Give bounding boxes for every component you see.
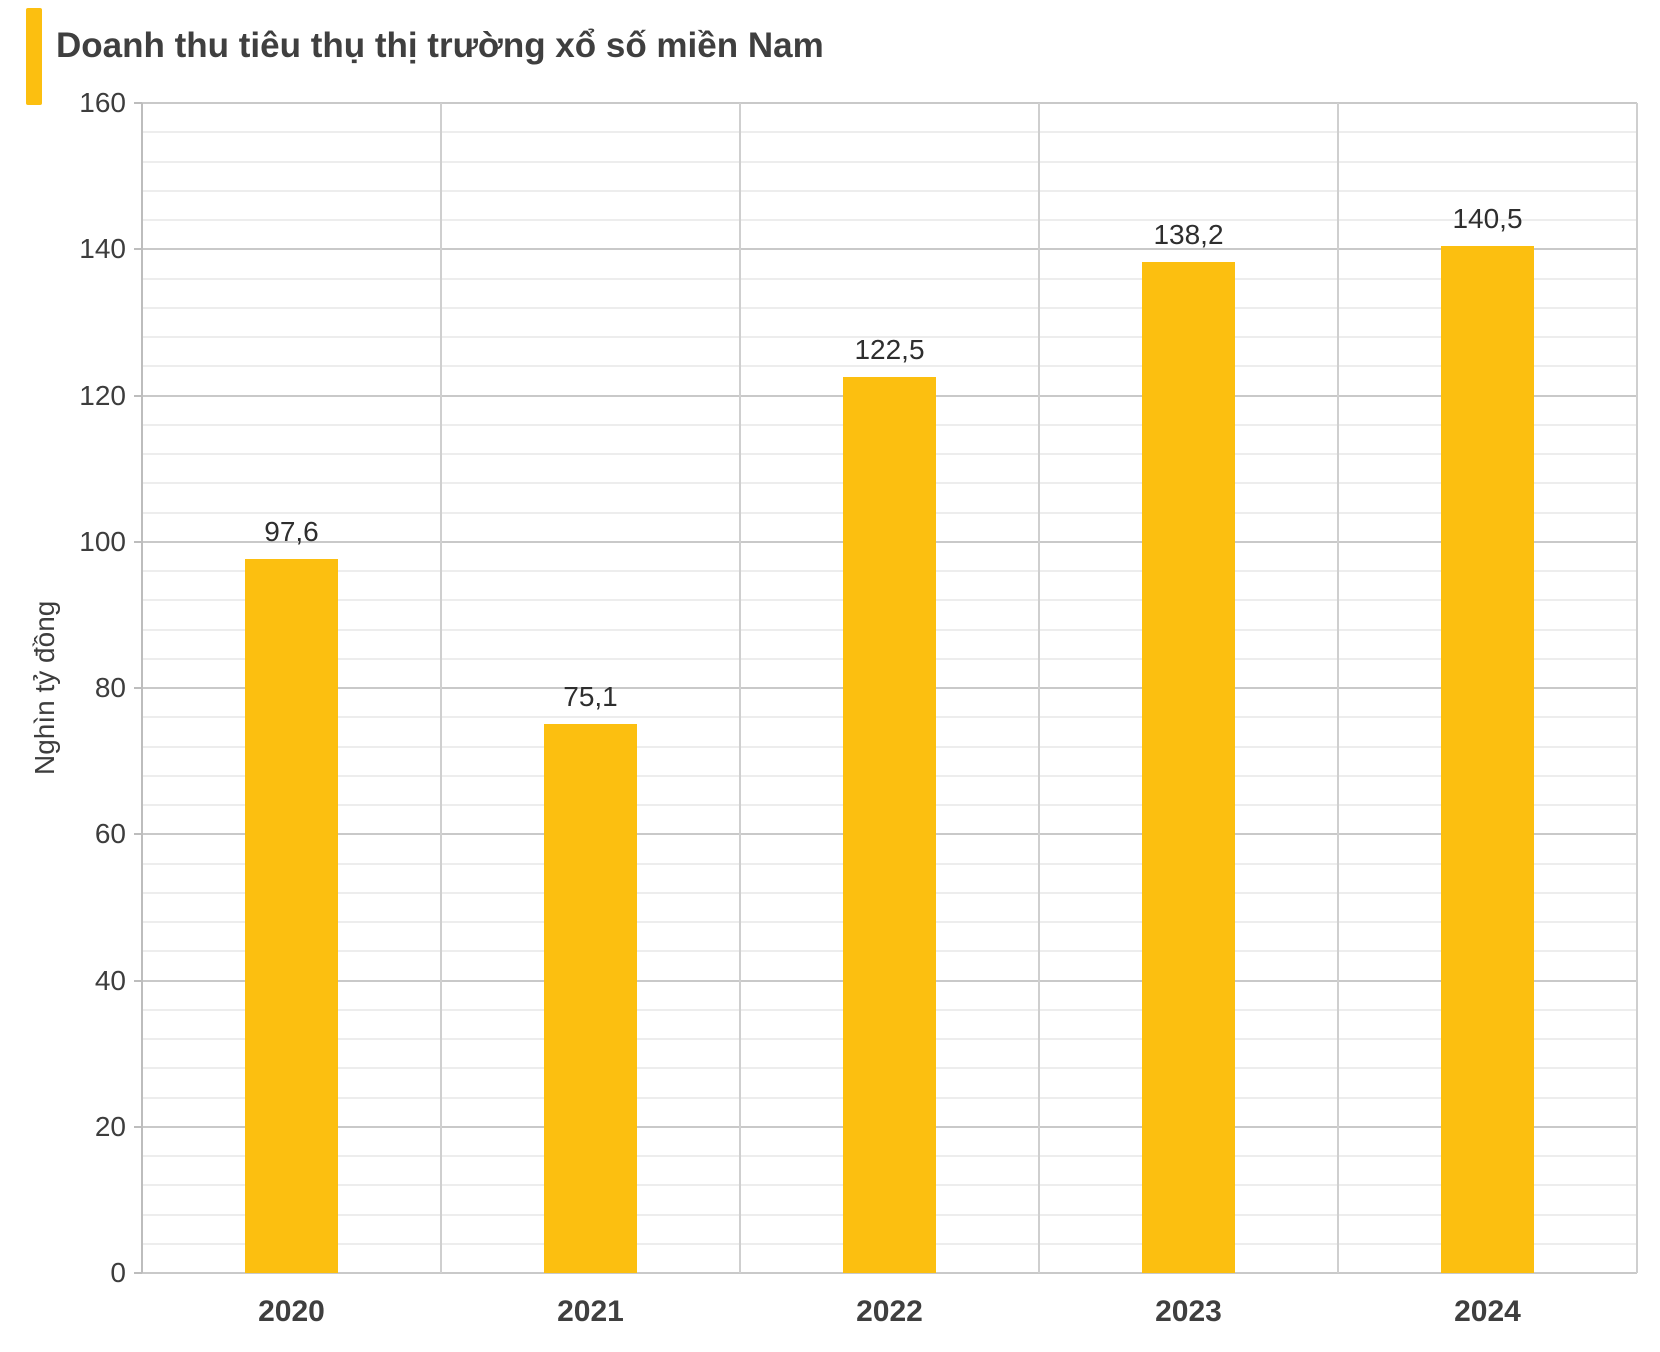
- bar: [544, 723, 637, 1273]
- y-axis-tick: [134, 1125, 142, 1128]
- y-tick-label: 60: [94, 818, 126, 850]
- title-accent-bar: [26, 8, 42, 105]
- vertical-gridline: [440, 103, 442, 1273]
- x-category-label: 2020: [258, 1295, 325, 1328]
- y-axis-tick: [134, 394, 142, 397]
- bar-value-label: 122,5: [854, 334, 925, 366]
- chart-title: Doanh thu tiêu thụ thị trường xổ số miền…: [56, 26, 824, 65]
- y-tick-label: 140: [79, 233, 126, 265]
- y-axis-tick: [134, 1272, 142, 1274]
- major-gridline: [142, 1272, 1637, 1274]
- major-gridline: [142, 248, 1637, 251]
- vertical-gridline: [1636, 103, 1638, 1273]
- vertical-gridline: [1337, 103, 1339, 1273]
- major-gridline: [142, 102, 1637, 104]
- y-axis-tick: [134, 979, 142, 982]
- bar: [843, 377, 936, 1273]
- minor-gridline: [142, 277, 1637, 280]
- y-tick-label: 120: [79, 379, 126, 411]
- x-category-label: 2024: [1454, 1295, 1521, 1328]
- y-axis-tick: [134, 248, 142, 251]
- minor-gridline: [142, 131, 1637, 134]
- x-category-label: 2023: [1155, 1295, 1222, 1328]
- y-axis-tick: [134, 102, 142, 104]
- minor-gridline: [142, 189, 1637, 192]
- vertical-gridline: [1038, 103, 1040, 1273]
- bar: [1441, 245, 1534, 1273]
- y-tick-label: 20: [94, 1110, 126, 1142]
- bar-value-label: 138,2: [1153, 219, 1224, 251]
- minor-gridline: [142, 306, 1637, 309]
- bar-value-label: 140,5: [1452, 202, 1523, 234]
- y-tick-label: 40: [94, 964, 126, 996]
- bar: [1142, 262, 1235, 1273]
- bar: [245, 559, 338, 1273]
- y-axis-line: [141, 103, 143, 1273]
- y-axis-tick: [134, 540, 142, 543]
- y-tick-label: 0: [110, 1257, 126, 1288]
- minor-gridline: [142, 160, 1637, 163]
- minor-gridline: [142, 336, 1637, 338]
- y-axis-tick: [134, 687, 142, 689]
- y-tick-label: 80: [94, 672, 126, 703]
- vertical-gridline: [739, 103, 741, 1273]
- y-tick-label: 100: [79, 525, 126, 557]
- bar-value-label: 75,1: [563, 680, 618, 712]
- minor-gridline: [142, 365, 1637, 368]
- bar-value-label: 97,6: [264, 516, 319, 548]
- minor-gridline: [142, 219, 1637, 221]
- y-tick-label: 160: [79, 87, 126, 118]
- x-category-label: 2022: [856, 1295, 923, 1328]
- y-axis-tick: [134, 833, 142, 836]
- x-category-label: 2021: [557, 1295, 624, 1328]
